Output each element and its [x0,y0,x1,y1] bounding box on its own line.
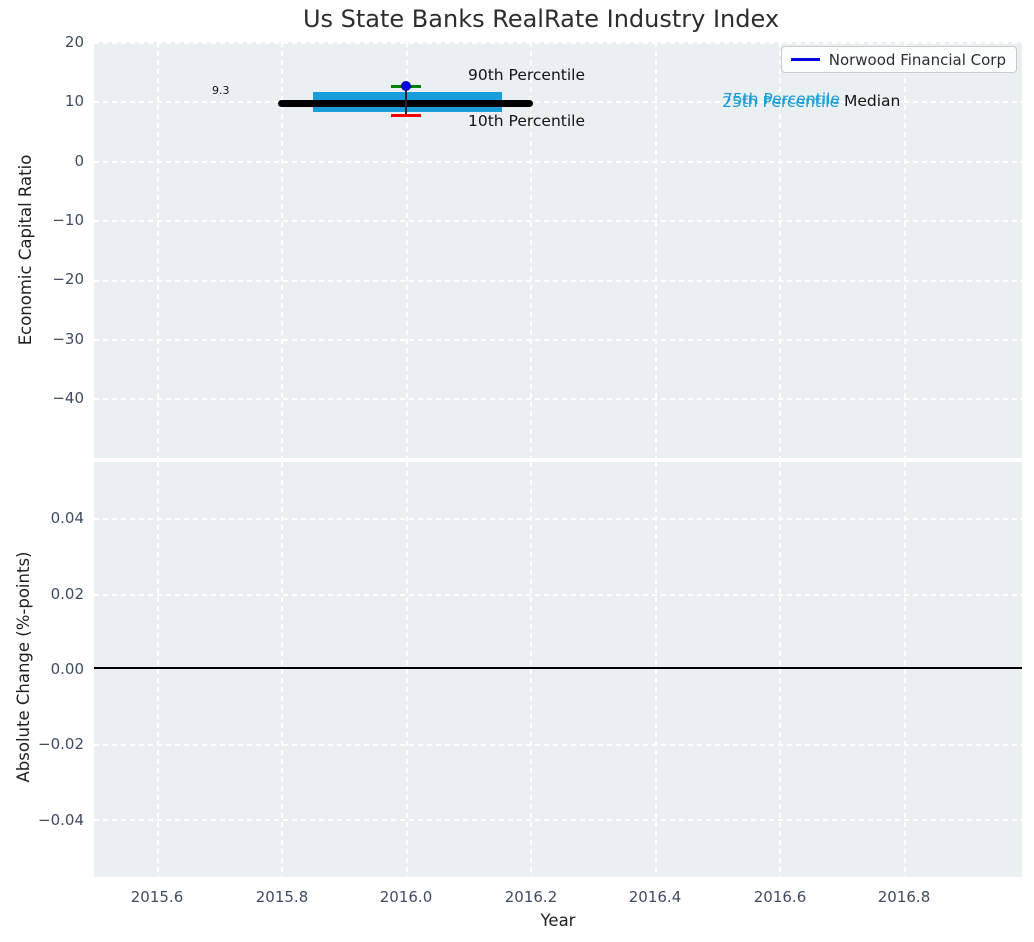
y-tick-label: −30 [52,330,84,348]
whisker-line [405,87,407,115]
bottom-plot-area [94,462,1022,877]
gridline [94,280,1022,282]
y-tick-label: 0 [74,152,84,170]
x-tick-label: 2016.6 [753,888,807,906]
gridline [904,462,906,877]
y-tick-label: −10 [52,211,84,229]
bottom-y-axis-label: Absolute Change (%-points) [14,551,33,783]
gridline [530,462,532,877]
p90-annotation: 90th Percentile [468,66,586,84]
top-plot-area: 9.3 90th Percentile 10th Percentile 75th… [94,42,1022,458]
x-tick-label: 2016.4 [628,888,682,906]
y-tick-label: 0.04 [50,509,84,527]
x-tick-label: 2016.0 [379,888,433,906]
y-tick-label: −20 [52,270,84,288]
x-tick-label: 2016.8 [877,888,931,906]
gridline [94,744,1022,746]
series-data-point [401,81,411,91]
p25-annotation: 25th Percentile [722,93,840,111]
gridline [281,42,283,458]
gridline [94,161,1022,163]
gridline [94,819,1022,821]
legend: Norwood Financial Corp [780,46,1017,73]
y-tick-label: 0.02 [50,585,84,603]
y-tick-label: −0.02 [38,735,84,753]
gridline [94,594,1022,596]
gridline [157,42,159,458]
x-axis-label: Year [540,911,576,930]
gridline [94,220,1022,222]
gridline [904,42,906,458]
y-tick-label: 10 [64,92,84,110]
x-tick-label: 2015.6 [130,888,184,906]
gridline [94,101,1022,103]
gridline [530,42,532,458]
median-annotation: Median [844,92,901,110]
top-y-axis-label: Economic Capital Ratio [16,154,35,346]
y-tick-label: −40 [52,389,84,407]
gridline [406,462,408,877]
gridline [779,42,781,458]
legend-line-swatch [790,58,820,61]
gridline [281,462,283,877]
gridline [655,42,657,458]
gridline [779,462,781,877]
gridline [94,339,1022,341]
y-tick-label: 0.00 [50,660,84,678]
x-tick-label: 2016.2 [504,888,558,906]
median-value-label: 9.3 [212,84,230,97]
gridline [94,518,1022,520]
p10-annotation: 10th Percentile [468,112,586,130]
gridline [406,42,408,458]
p10-marker [391,114,421,117]
legend-series-label: Norwood Financial Corp [828,50,1006,69]
chart-title: Us State Banks RealRate Industry Index [302,5,780,33]
x-tick-label: 2015.8 [255,888,309,906]
p75-annotation: 75th Percentile [723,90,841,108]
zero-reference-line [94,667,1022,669]
y-tick-label: −0.04 [38,811,84,829]
gridline [94,398,1022,400]
y-tick-label: 20 [64,33,84,51]
gridline [94,42,1022,44]
gridline [655,462,657,877]
gridline [157,462,159,877]
